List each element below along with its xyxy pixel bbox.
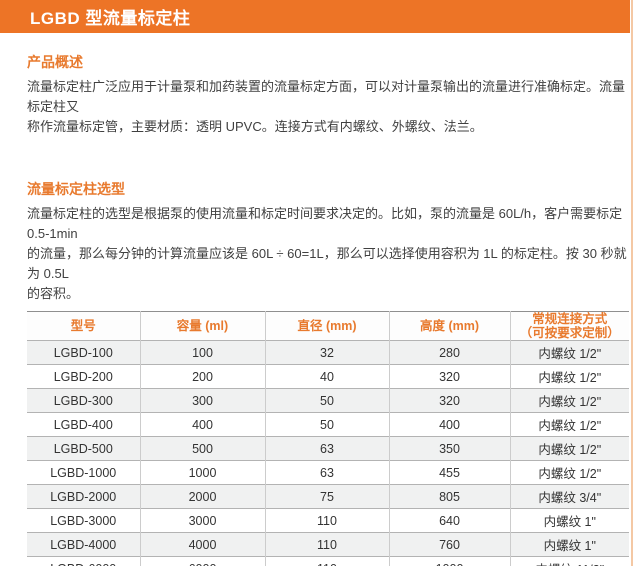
table-cell: 内螺纹 1/2" — [509, 412, 629, 437]
table-cell: 50 — [264, 412, 389, 437]
table-row: LGBD-600060001101000内螺纹 11/2" — [27, 556, 629, 566]
table-cell: 1000 — [388, 556, 510, 566]
table-row: LGBD-4000 4000 110 760 内螺纹 1" — [27, 532, 629, 557]
table-cell: 40 — [264, 364, 389, 389]
table-cell: 内螺纹 1/2" — [509, 364, 629, 389]
table-row: LGBD-200 200 40 320 内螺纹 1/2" — [27, 364, 629, 389]
table-cell: 400 — [139, 412, 265, 437]
table-cell: 63 — [264, 460, 389, 485]
column-header: 常规连接方式 （可按要求定制） — [509, 311, 629, 341]
spec-table-body: LGBD-100 100 32 280 内螺纹 1/2" LGBD-200 200 40 320… — [27, 340, 629, 566]
table-cell: 6000 — [139, 556, 265, 566]
spec-table-header-row: 型号 容量 (ml) 直径 (mm) 高度 (mm) 常规连接方式 （可按要求定制） — [27, 311, 629, 341]
table-cell: 400 — [388, 412, 510, 437]
table-cell: 内螺纹 1/2" — [509, 388, 629, 413]
table-cell: LGBD-400 — [53, 417, 113, 432]
table-cell: LGBD-200 — [53, 369, 113, 384]
table-cell: 110 — [264, 532, 389, 557]
table-cell: 110 — [264, 508, 389, 533]
table-cell: 1000 — [139, 460, 265, 485]
page-title-banner: LGBD 型流量标定柱 — [0, 0, 630, 33]
column-header: 高度 (mm) — [388, 311, 510, 341]
table-cell: 内螺纹 1" — [509, 508, 629, 533]
table-cell: LGBD-300 — [53, 393, 113, 408]
table-row: LGBD-500 500 63 350 内螺纹 1/2" — [27, 436, 629, 461]
table-cell: 805 — [388, 484, 510, 509]
table-row: LGBD-1000 1000 63 455 内螺纹 1/2" — [27, 460, 629, 485]
table-cell: 内螺纹 1/2" — [509, 340, 629, 365]
table-row: LGBD-3000 3000 110 640 内螺纹 1" — [27, 508, 629, 533]
table-cell: 32 — [264, 340, 389, 365]
table-cell: 50 — [264, 388, 389, 413]
table-cell: 350 — [388, 436, 510, 461]
table-cell: 内螺纹 1/2" — [509, 436, 629, 461]
content-area: 产品概述 流量标定柱广泛应用于计量泵和加药装置的流量标定方面，可以对计量泵输出的… — [0, 53, 631, 566]
table-cell: 2000 — [139, 484, 265, 509]
section-heading-selection: 流量标定柱选型 — [27, 181, 125, 197]
selection-paragraph: 流量标定柱的选型是根据泵的使用流量和标定时间要求决定的。比如，泵的流量是 60L… — [27, 206, 627, 301]
table-cell: 内螺纹 3/4" — [509, 484, 629, 509]
table-cell: 455 — [388, 460, 510, 485]
table-row: LGBD-2000 2000 75 805 内螺纹 3/4" — [27, 484, 629, 509]
table-cell: LGBD-6000 — [27, 557, 140, 566]
table-cell: 内螺纹 1" — [509, 532, 629, 557]
table-cell: 640 — [388, 508, 510, 533]
table-cell: 200 — [139, 364, 265, 389]
overview-paragraph: 流量标定柱广泛应用于计量泵和加药装置的流量标定方面，可以对计量泵输出的流量进行准… — [27, 79, 626, 134]
table-row: LGBD-300 300 50 320 内螺纹 1/2" — [27, 388, 629, 413]
table-cell: 3000 — [139, 508, 265, 533]
table-cell: LGBD-3000 — [50, 513, 117, 528]
table-cell: 320 — [388, 388, 510, 413]
table-cell: LGBD-2000 — [50, 489, 117, 504]
spec-table: 型号 容量 (ml) 直径 (mm) 高度 (mm) 常规连接方式 （可按要求定制） LG… — [27, 311, 629, 566]
table-cell: 300 — [139, 388, 265, 413]
table-cell: 500 — [139, 436, 265, 461]
table-row: LGBD-400 400 50 400 内螺纹 1/2" — [27, 412, 629, 437]
column-header: 直径 (mm) — [264, 311, 389, 341]
page-title: LGBD 型流量标定柱 — [30, 9, 191, 28]
table-cell: 4000 — [139, 532, 265, 557]
table-cell: 280 — [388, 340, 510, 365]
table-cell: 内螺纹 11/2" — [509, 556, 629, 566]
table-cell: 63 — [264, 436, 389, 461]
table-cell: LGBD-1000 — [50, 465, 117, 480]
table-cell: 内螺纹 1/2" — [509, 460, 629, 485]
section-heading-overview: 产品概述 — [27, 54, 83, 70]
table-cell: LGBD-100 — [53, 345, 113, 360]
table-cell: LGBD-500 — [53, 441, 113, 456]
table-row: LGBD-100 100 32 280 内螺纹 1/2" — [27, 340, 629, 365]
table-cell: 110 — [264, 556, 389, 566]
table-cell: 760 — [388, 532, 510, 557]
table-cell: 320 — [388, 364, 510, 389]
column-header: 容量 (ml) — [139, 311, 265, 341]
table-cell: 75 — [264, 484, 389, 509]
table-cell: 100 — [139, 340, 265, 365]
column-header: 型号 — [27, 311, 140, 341]
table-cell: LGBD-4000 — [50, 537, 117, 552]
page-right-rule — [631, 0, 633, 566]
